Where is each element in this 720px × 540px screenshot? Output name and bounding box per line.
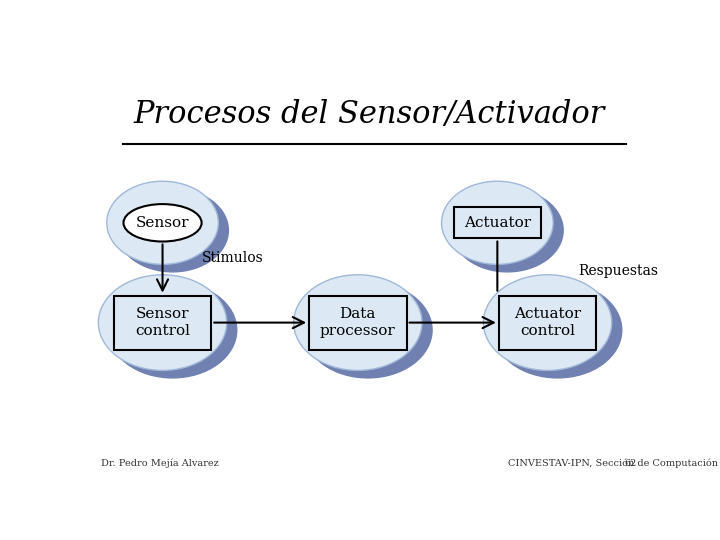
Text: 62: 62 <box>624 459 637 468</box>
Ellipse shape <box>124 204 202 241</box>
Circle shape <box>109 282 237 378</box>
FancyBboxPatch shape <box>309 295 407 349</box>
Circle shape <box>294 275 422 370</box>
Text: Procesos del Sensor/Activador: Procesos del Sensor/Activador <box>133 99 605 130</box>
Circle shape <box>117 188 228 272</box>
Text: Data
processor: Data processor <box>320 307 396 338</box>
Text: Sensor
control: Sensor control <box>135 307 190 338</box>
FancyBboxPatch shape <box>124 303 222 357</box>
Circle shape <box>304 282 432 378</box>
Text: Actuator
control: Actuator control <box>514 307 581 338</box>
Circle shape <box>107 181 218 265</box>
FancyBboxPatch shape <box>464 215 551 246</box>
FancyBboxPatch shape <box>509 303 606 357</box>
Text: Sensor: Sensor <box>136 216 189 230</box>
Text: Stimulos: Stimulos <box>202 251 264 265</box>
Circle shape <box>451 188 563 272</box>
Circle shape <box>493 282 622 378</box>
Circle shape <box>441 181 553 265</box>
FancyBboxPatch shape <box>319 303 417 357</box>
FancyBboxPatch shape <box>454 207 541 238</box>
FancyBboxPatch shape <box>114 295 212 349</box>
Circle shape <box>99 275 227 370</box>
Text: CINVESTAV-IPN, Sección de Computación: CINVESTAV-IPN, Sección de Computación <box>508 458 719 468</box>
Text: Dr. Pedro Mejía Alvarez: Dr. Pedro Mejía Alvarez <box>101 458 219 468</box>
FancyBboxPatch shape <box>499 295 596 349</box>
Circle shape <box>483 275 612 370</box>
Text: Actuator: Actuator <box>464 216 531 230</box>
Text: Respuestas: Respuestas <box>578 264 658 278</box>
